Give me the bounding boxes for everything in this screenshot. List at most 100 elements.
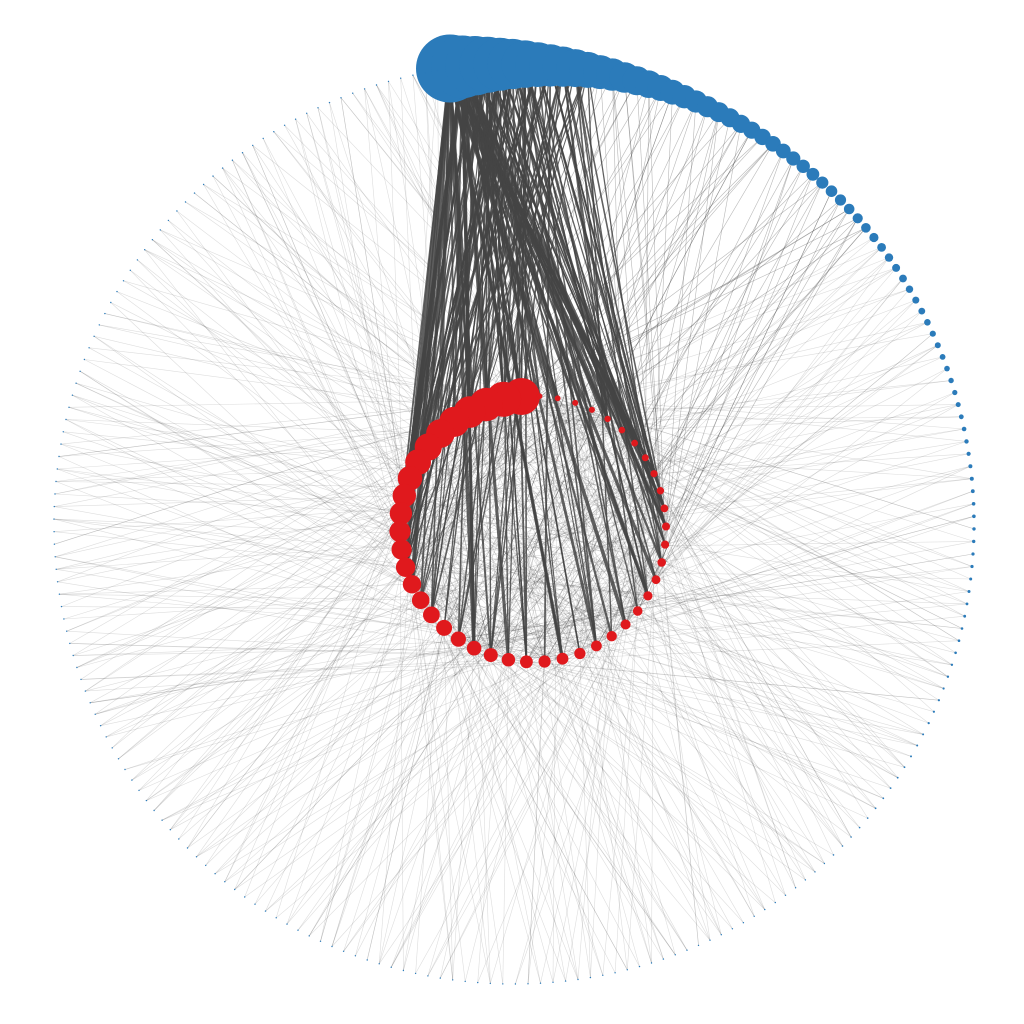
inner-node	[618, 426, 626, 434]
network-edge	[80, 446, 429, 680]
inner-node	[450, 631, 466, 647]
outer-node	[861, 223, 871, 233]
network-edge	[57, 468, 666, 545]
network-edge	[503, 399, 972, 479]
network-edge	[116, 291, 665, 509]
outer-node	[850, 836, 852, 838]
network-edge	[168, 220, 441, 434]
network-edge	[308, 429, 623, 937]
outer-node	[814, 871, 816, 873]
network-edge	[252, 145, 459, 640]
outer-node	[816, 176, 829, 189]
network-edge	[660, 490, 905, 768]
outer-node	[965, 602, 969, 606]
network-edge	[485, 404, 786, 896]
network-edge	[661, 562, 699, 946]
outer-node	[889, 787, 892, 789]
network-edge	[75, 382, 401, 532]
network-edge	[138, 562, 662, 791]
network-edge	[443, 627, 541, 984]
outer-node	[169, 829, 171, 831]
network-edge	[431, 614, 579, 980]
network-edge	[343, 658, 563, 952]
network-edge	[146, 599, 421, 801]
network-edge	[625, 368, 948, 625]
network-edge	[607, 418, 968, 605]
network-edge	[99, 324, 470, 413]
network-edge	[490, 635, 612, 656]
network-edge	[295, 119, 405, 496]
network-edge	[474, 647, 905, 768]
outer-node	[294, 118, 297, 120]
outer-node	[308, 935, 310, 937]
network-edge	[458, 247, 882, 640]
network-edge	[634, 442, 868, 819]
network-edge	[59, 508, 665, 595]
network-edge	[306, 113, 411, 479]
inner-node	[520, 655, 533, 669]
network-edge	[54, 495, 405, 507]
outer-node	[489, 982, 491, 985]
network-edge	[579, 653, 591, 978]
network-edge	[464, 418, 608, 982]
outer-node	[834, 194, 847, 206]
network-edge	[90, 638, 459, 704]
network-edge	[607, 418, 956, 654]
network-edge	[138, 584, 413, 791]
network-edge	[265, 661, 527, 912]
network-edge	[612, 74, 649, 596]
outer-node	[961, 426, 967, 432]
network-edge	[404, 64, 539, 568]
network-edge	[317, 107, 405, 496]
outer-node	[136, 259, 139, 261]
outer-node	[452, 979, 454, 981]
network-edge	[232, 160, 406, 568]
outer-node	[937, 699, 941, 702]
network-edge	[112, 398, 558, 749]
network-edge	[123, 280, 657, 580]
outer-node	[927, 722, 930, 725]
network-edge	[562, 465, 971, 659]
outer-node	[54, 556, 56, 558]
network-edge	[625, 562, 662, 625]
network-edge	[79, 371, 527, 663]
outer-node	[55, 480, 57, 483]
network-edge	[634, 158, 794, 444]
network-edge	[232, 159, 504, 400]
network-edge	[526, 150, 784, 662]
network-edge	[404, 495, 948, 677]
outer-node	[254, 903, 256, 905]
network-edge	[508, 490, 973, 660]
outer-node	[234, 888, 236, 891]
network-edge	[660, 490, 834, 856]
network-edge	[579, 653, 912, 757]
network-edge	[76, 418, 608, 668]
network-edge	[187, 567, 406, 849]
network-edge	[54, 493, 401, 514]
outer-node	[626, 969, 628, 971]
network-edge	[176, 210, 455, 423]
network-edge	[400, 404, 959, 514]
network-edge	[503, 399, 963, 629]
outer-node	[905, 285, 914, 293]
network-edge	[602, 610, 638, 976]
inner-node	[650, 470, 658, 478]
network-edge	[403, 399, 504, 971]
network-edge	[637, 191, 832, 612]
network-edge	[443, 457, 646, 629]
network-edge	[539, 396, 843, 847]
outer-node	[71, 394, 74, 396]
network-edge	[661, 333, 933, 563]
outer-node	[764, 908, 766, 911]
network-edge	[404, 495, 898, 778]
outer-node	[297, 929, 299, 931]
network-edge	[411, 584, 566, 982]
network-edge	[579, 166, 804, 654]
network-edge	[469, 411, 581, 654]
network-edge	[329, 102, 406, 568]
network-edge	[320, 600, 421, 942]
outer-node	[424, 72, 426, 74]
outer-node	[129, 269, 131, 271]
network-edge	[607, 418, 965, 617]
outer-node	[98, 324, 101, 326]
